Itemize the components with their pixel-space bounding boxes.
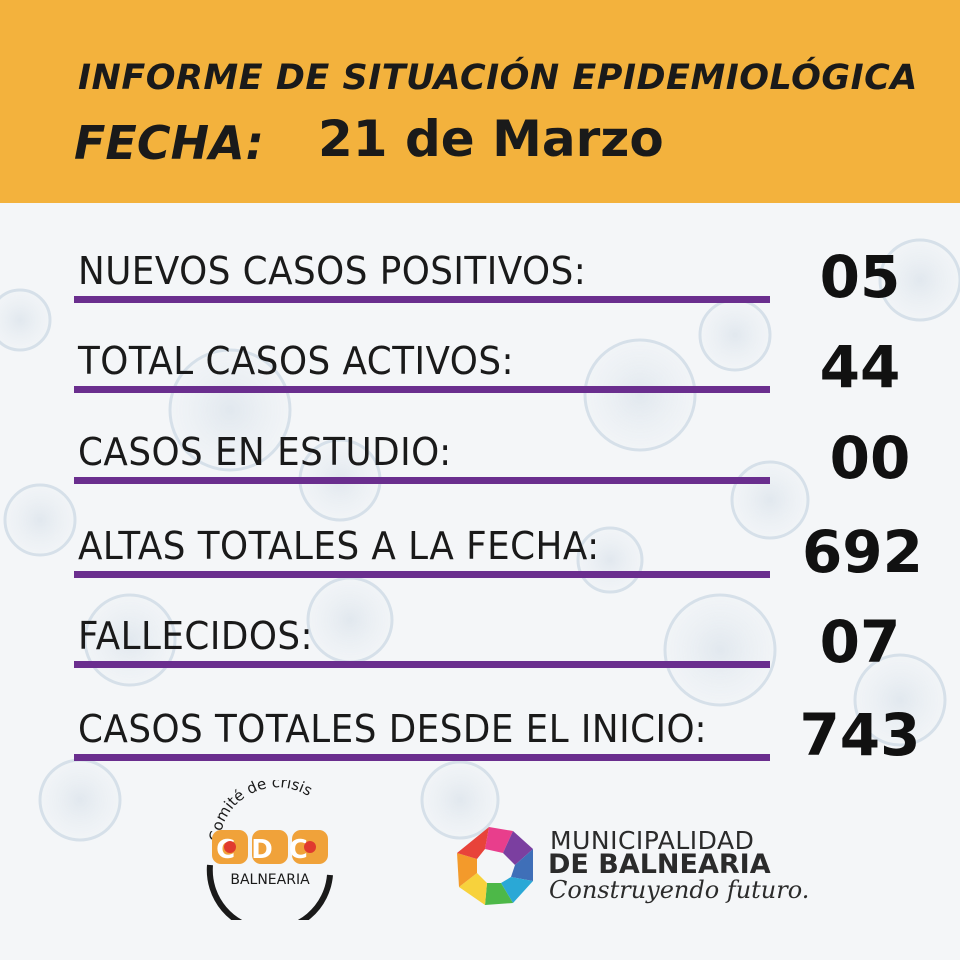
municipality-name-line1: MUNICIPALIDAD xyxy=(550,826,755,855)
stat-label: ALTAS TOTALES A LA FECHA: xyxy=(78,524,600,568)
date-value: 21 de Marzo xyxy=(318,110,664,168)
stat-underline xyxy=(74,477,770,484)
municipality-slogan: Construyendo futuro. xyxy=(549,876,810,904)
stat-value: 05 xyxy=(819,243,901,311)
red-cross-icon xyxy=(224,841,236,853)
stat-underline xyxy=(74,386,770,393)
stat-row-under-study: CASOS EN ESTUDIO: 00 xyxy=(0,424,960,520)
stat-label: CASOS EN ESTUDIO: xyxy=(78,430,452,474)
stat-value: 44 xyxy=(819,333,901,401)
stat-underline xyxy=(74,571,770,578)
stat-row-active-cases: TOTAL CASOS ACTIVOS: 44 xyxy=(0,333,960,429)
stat-row-new-cases: NUEVOS CASOS POSITIVOS: 05 xyxy=(0,243,960,339)
stat-value: 00 xyxy=(829,424,911,492)
stat-value: 07 xyxy=(819,608,901,676)
stat-value: 743 xyxy=(799,701,921,769)
stat-value: 692 xyxy=(801,518,924,586)
header-banner: INFORME DE SITUACIÓN EPIDEMIOLÓGICA FECH… xyxy=(0,0,960,203)
municipality-name-line2: DE BALNEARIA xyxy=(548,849,771,880)
stat-underline xyxy=(74,296,770,303)
date-label: FECHA: xyxy=(74,116,264,170)
stat-row-total-cases: CASOS TOTALES DESDE EL INICIO: 743 xyxy=(0,701,960,797)
municipality-emblem-icon xyxy=(457,827,533,905)
stat-label: NUEVOS CASOS POSITIVOS: xyxy=(78,249,587,293)
stat-row-recovered: ALTAS TOTALES A LA FECHA: 692 xyxy=(0,518,960,614)
stat-label: FALLECIDOS: xyxy=(78,614,314,658)
red-cross-icon xyxy=(304,841,316,853)
stat-label: TOTAL CASOS ACTIVOS: xyxy=(78,339,515,383)
cdc-subtitle: BALNEARIA xyxy=(230,872,310,888)
stat-underline xyxy=(74,754,770,761)
stat-row-deceased: FALLECIDOS: 07 xyxy=(0,608,960,704)
cdc-letter-d-box xyxy=(252,830,288,864)
stat-label: CASOS TOTALES DESDE EL INICIO: xyxy=(78,707,708,751)
cdc-ring xyxy=(206,864,333,920)
report-title: INFORME DE SITUACIÓN EPIDEMIOLÓGICA xyxy=(78,58,918,98)
cdc-logo: Comité de crisis CDC BALNEARIA xyxy=(206,780,333,920)
stat-underline xyxy=(74,661,770,668)
